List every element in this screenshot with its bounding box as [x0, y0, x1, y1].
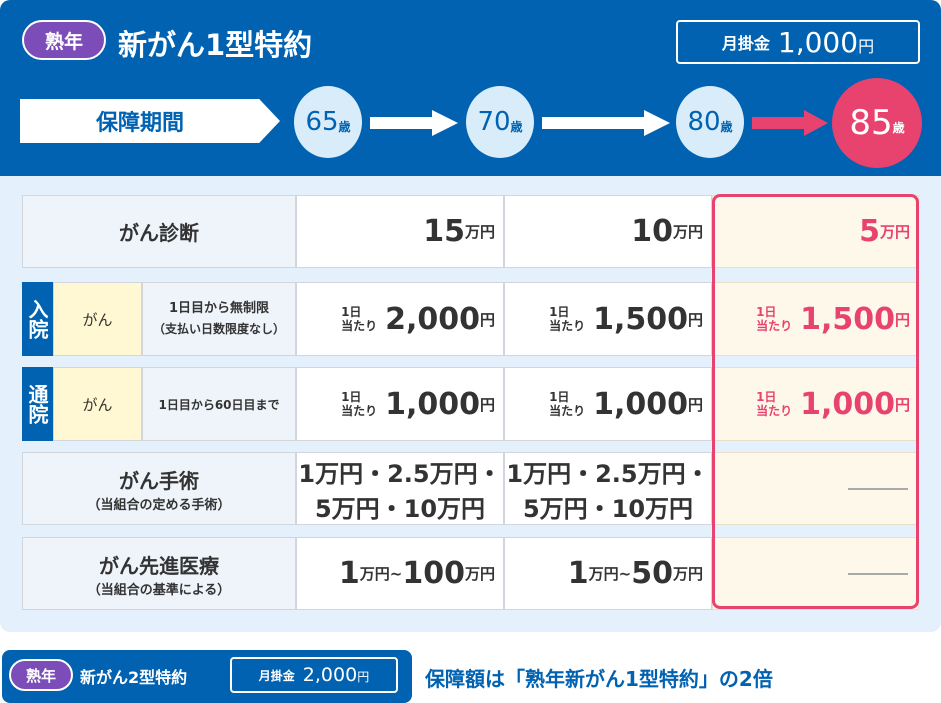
arrow-icon	[370, 110, 458, 136]
fee-value: 2,000円	[303, 664, 369, 686]
row-label-diagnosis: がん診断	[22, 195, 296, 268]
surgery-80-none	[712, 452, 919, 525]
surgery-65: 1万円・2.5万円・5万円・10万円	[296, 452, 504, 525]
row-label-advanced: がん先進医療 （当組合の基準による）	[22, 537, 296, 610]
fee-unit: 円	[357, 670, 370, 684]
age-80: 80 歳	[676, 86, 744, 158]
arrow-icon	[542, 110, 670, 136]
footer-note: 保障額は「熟年新がん1型特約」の2倍	[425, 667, 773, 691]
hospital-70: 1日 当たり 1,500 円	[504, 282, 712, 356]
surgery-70: 1万円・2.5万円・5万円・10万円	[504, 452, 712, 525]
type-cancer: がん	[53, 367, 142, 441]
hospital-80: 1日 当たり 1,500 円	[712, 282, 919, 356]
outpatient-70: 1日 当たり 1,000 円	[504, 367, 712, 441]
dash-none	[848, 487, 908, 490]
fee-label: 月掛金	[721, 34, 770, 53]
diagnosis-70: 10 万円	[504, 195, 712, 268]
age-badge: 熟年	[9, 659, 73, 691]
footer-fee: 月掛金 2,000円	[230, 657, 398, 693]
age-badge: 熟年	[22, 20, 106, 60]
header	[0, 0, 941, 176]
hospital-desc: 1日目から無制限 （支払い日数限度なし）	[142, 282, 296, 356]
period-label: 保障期間	[20, 99, 280, 143]
age-70: 70 歳	[466, 86, 534, 158]
outpatient-65: 1日 当たり 1,000 円	[296, 367, 504, 441]
tag-outpatient: 通院	[22, 367, 53, 441]
advanced-80-none	[712, 537, 919, 610]
page-title: 新がん1型特約	[118, 28, 313, 62]
age-85: 85 歳	[832, 78, 922, 168]
row-label-surgery: がん手術 （当組合の定める手術）	[22, 452, 296, 525]
dash-none	[848, 572, 908, 575]
fee-amount: 2,000	[302, 664, 358, 686]
outpatient-80: 1日 当たり 1,000 円	[712, 367, 919, 441]
diagnosis-80: 5 万円	[712, 195, 919, 268]
outpatient-desc: 1日目から60日目まで	[142, 367, 296, 441]
diagnosis-65: 15 万円	[296, 195, 504, 268]
type-cancer: がん	[53, 282, 142, 356]
arrow-icon	[752, 110, 828, 136]
fee-amount: 1,000	[777, 25, 859, 59]
hospital-65: 1日 当たり 2,000 円	[296, 282, 504, 356]
advanced-70: 1 万円 ~50 万円	[504, 537, 712, 610]
fee-label: 月掛金	[258, 668, 295, 683]
advanced-65: 1 万円 ~100 万円	[296, 537, 504, 610]
fee-value: 1,000円	[778, 26, 874, 59]
fee-unit: 円	[858, 36, 875, 56]
tag-hospital: 入院	[22, 282, 53, 356]
age-65: 65 歳	[294, 86, 362, 158]
footer-title: 新がん2型特約	[80, 668, 188, 687]
monthly-fee: 月掛金 1,000円	[676, 20, 920, 64]
